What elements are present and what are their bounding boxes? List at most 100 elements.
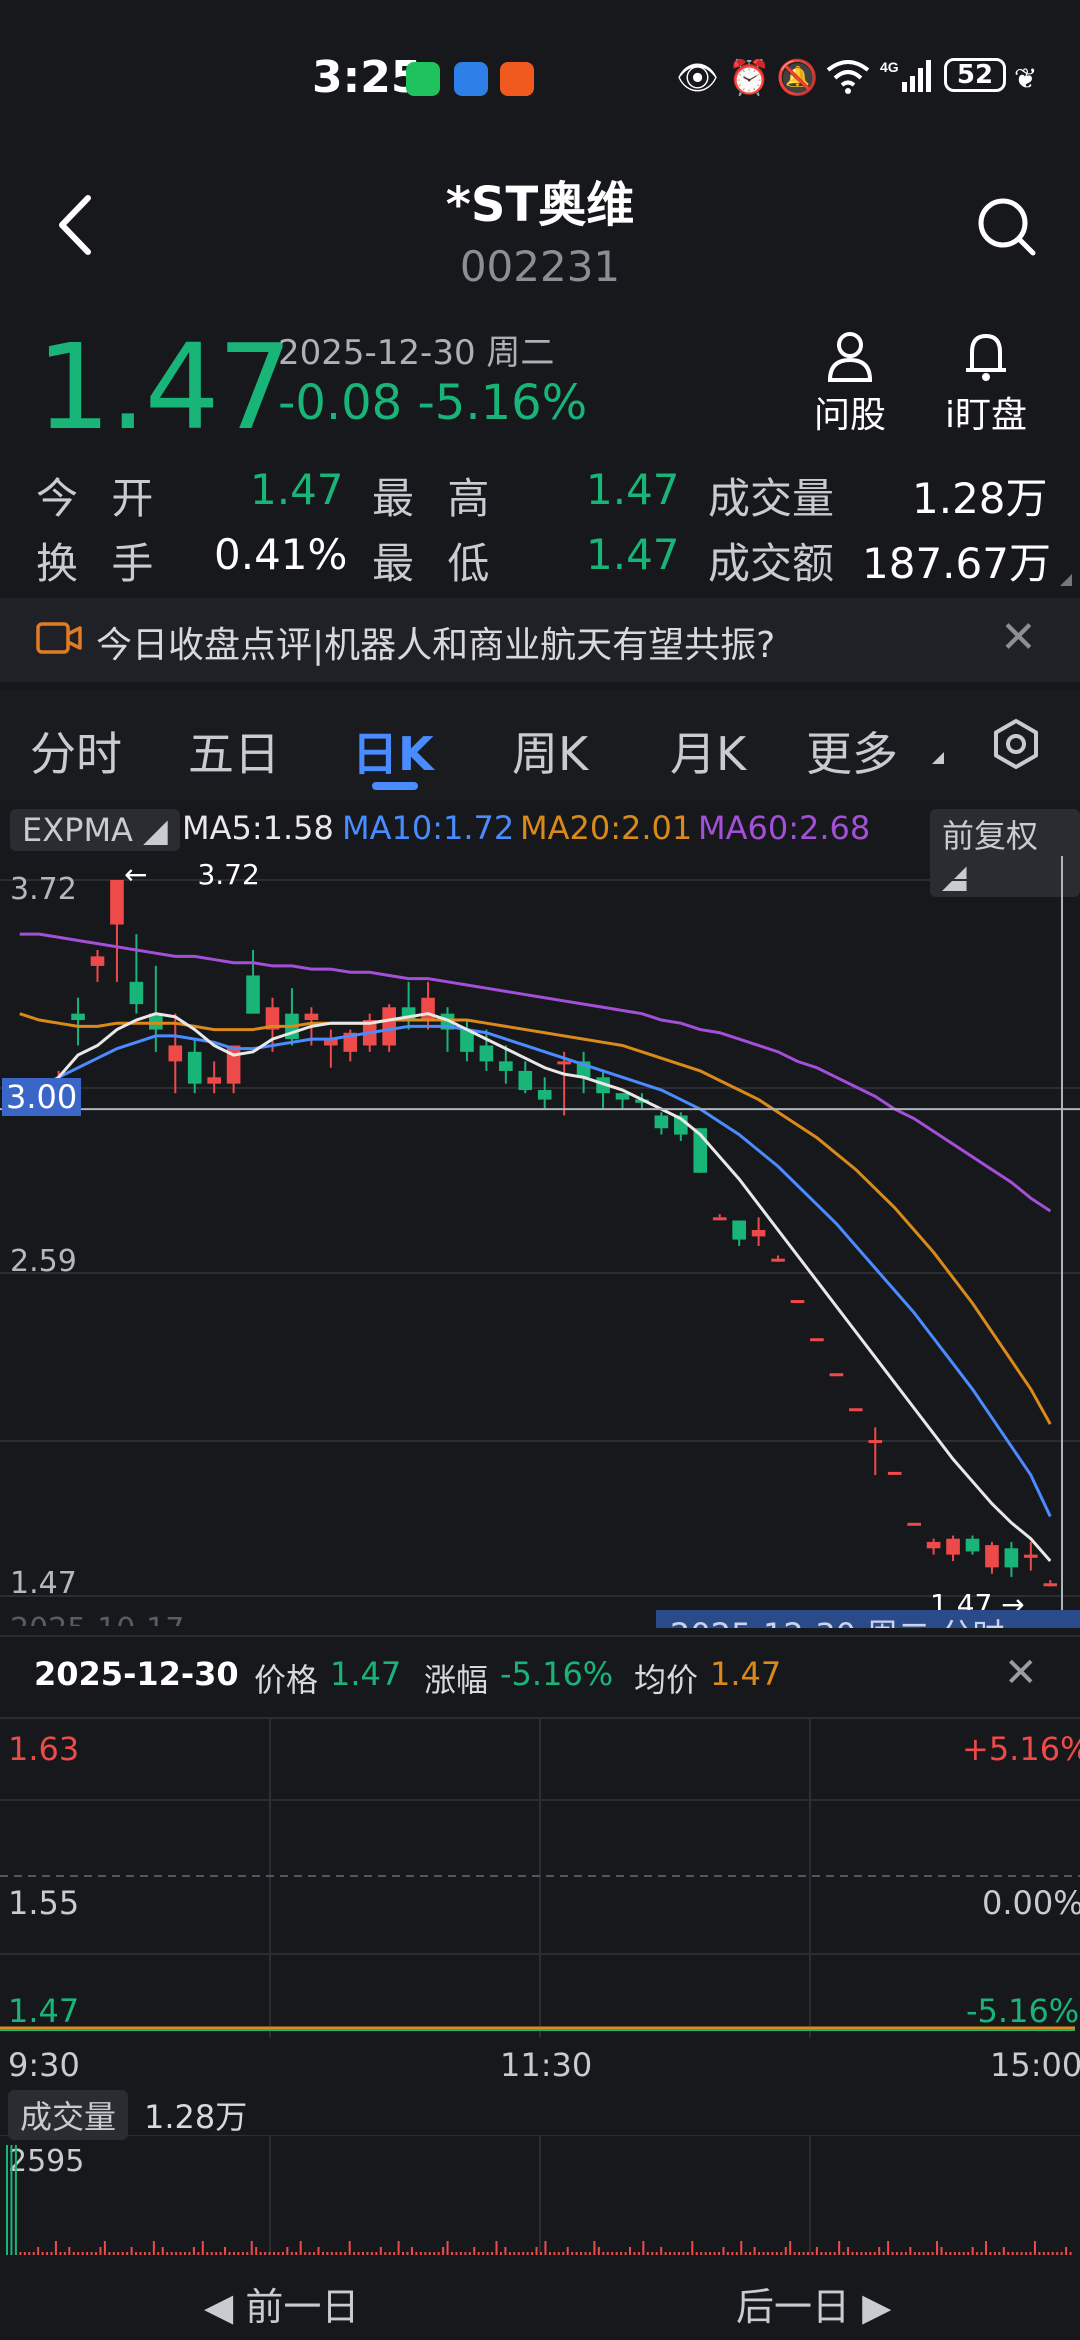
watch-button[interactable]: i盯盘 (926, 330, 1046, 438)
turnover-value: 0.41% (214, 530, 348, 579)
volume-bar (1042, 2252, 1045, 2255)
volume-bar (815, 2247, 818, 2255)
volume-bar (1033, 2241, 1036, 2255)
close-icon[interactable]: ✕ (1000, 612, 1037, 663)
more-dropdown-icon[interactable] (932, 752, 944, 764)
volume-bar (953, 2252, 956, 2255)
volume-bar (909, 2247, 912, 2255)
tab-intraday[interactable]: 分时 (30, 727, 122, 781)
ma60-legend: MA60:2.68 (698, 809, 871, 847)
volume-bar (143, 2252, 146, 2255)
volume-bar (695, 2252, 698, 2255)
volume-bar (1065, 2247, 1068, 2255)
volume-bar (77, 2252, 80, 2255)
tab-daily-k[interactable]: 日K (352, 727, 434, 781)
volume-bar (780, 2252, 783, 2255)
volume-bar (148, 2252, 151, 2255)
tab-five-day[interactable]: 五日 (188, 727, 280, 781)
bell-icon (966, 333, 1006, 381)
volume-bar (513, 2252, 516, 2255)
volume-bar (72, 2252, 75, 2255)
volume-bar (166, 2252, 169, 2255)
video-icon (36, 622, 82, 654)
volume-bar (985, 2241, 987, 2255)
intraday-pct-mid: 0.00% (982, 1884, 1080, 1922)
detail-close-icon[interactable]: ✕ (1004, 1650, 1038, 1696)
adjust-label: 前复权 (942, 817, 1039, 855)
volume-bar (580, 2252, 583, 2255)
volume-bar (904, 2252, 907, 2255)
candle-body (460, 1029, 474, 1052)
volume-bar (700, 2252, 703, 2255)
volume-bar (829, 2252, 832, 2255)
volume-bar (268, 2252, 271, 2255)
volume-bar (255, 2247, 258, 2255)
volume-bar (611, 2252, 614, 2255)
volume-bar (691, 2241, 694, 2255)
volume-bar (958, 2252, 961, 2255)
detail-change: -5.16% (500, 1655, 614, 1693)
y-label-mid: 2.59 (10, 1244, 77, 1279)
volume-bar (499, 2252, 502, 2255)
volume-bar (896, 2252, 898, 2255)
indicator-select[interactable]: EXPMA ◢ (10, 809, 180, 851)
battery-icon: 52 (944, 58, 1006, 92)
expand-corner-icon[interactable] (1060, 574, 1072, 586)
volume-bar (215, 2252, 218, 2255)
volume-bar (241, 2252, 244, 2255)
volume-bar (726, 2252, 729, 2255)
volume-bar (931, 2252, 934, 2255)
candle-body (1024, 1554, 1038, 1558)
volume-bar (566, 2247, 569, 2255)
intraday-price-mid: 1.55 (8, 1884, 80, 1922)
volume-bar (597, 2247, 600, 2255)
candle-body (965, 1538, 980, 1552)
kline-chart[interactable] (0, 856, 1080, 1626)
tab-monthly-k[interactable]: 月K (670, 727, 747, 781)
volume-bar (362, 2252, 364, 2255)
volume-bar (482, 2252, 485, 2255)
volume-chip[interactable]: 成交量 (8, 2090, 129, 2140)
volume-bar (775, 2252, 778, 2255)
volume-bar (330, 2252, 333, 2255)
tab-weekly-k[interactable]: 周K (512, 727, 589, 781)
volume-bar (927, 2252, 930, 2255)
news-banner[interactable] (0, 598, 1080, 682)
candle-body (149, 1013, 163, 1030)
volume-bar (967, 2252, 970, 2255)
volume-bar (397, 2241, 400, 2255)
search-icon[interactable] (975, 195, 1037, 257)
tab-more[interactable]: 更多 (806, 727, 898, 781)
volume-bar (709, 2252, 712, 2255)
volume-bar (606, 2252, 609, 2255)
candle-body (518, 1070, 533, 1091)
next-day-button[interactable]: 后一日 ▶ (736, 2285, 892, 2329)
volume-bar (824, 2252, 827, 2255)
candle-body (654, 1115, 669, 1129)
back-icon[interactable] (50, 190, 100, 260)
settings-icon[interactable] (990, 718, 1042, 770)
volume-bar (820, 2252, 823, 2255)
detail-avg: 1.47 (710, 1655, 782, 1693)
volume-bar (833, 2252, 836, 2255)
volume-chart (0, 2135, 1080, 2255)
volume-bar (197, 2252, 200, 2255)
ask-stock-button[interactable]: 问股 (790, 330, 910, 438)
candle-body (304, 1013, 319, 1021)
time-mid: 11:30 (500, 2046, 593, 2084)
intraday-chart[interactable] (0, 1718, 1080, 2038)
volume-bar (669, 2252, 672, 2255)
volume-bar (188, 2252, 191, 2255)
browser-icon (454, 62, 488, 96)
amount-value: 187.67万 (862, 539, 1051, 588)
adjust-select[interactable]: 前复权 ◢ (930, 809, 1080, 897)
eye-icon: 👁 (676, 58, 720, 98)
volume-bar (744, 2252, 747, 2255)
chart-tabs (0, 690, 1080, 800)
news-text[interactable]: 今日收盘点评|机器人和商业航天有望共振? (96, 625, 776, 666)
volume-max-label: 2595 (8, 2144, 85, 2179)
prev-day-button[interactable]: ◀ 前一日 (204, 2285, 360, 2329)
volume-bar (135, 2252, 138, 2255)
volume-bar (882, 2252, 885, 2255)
start-date-label: 2025-10-17 (10, 1612, 184, 1626)
